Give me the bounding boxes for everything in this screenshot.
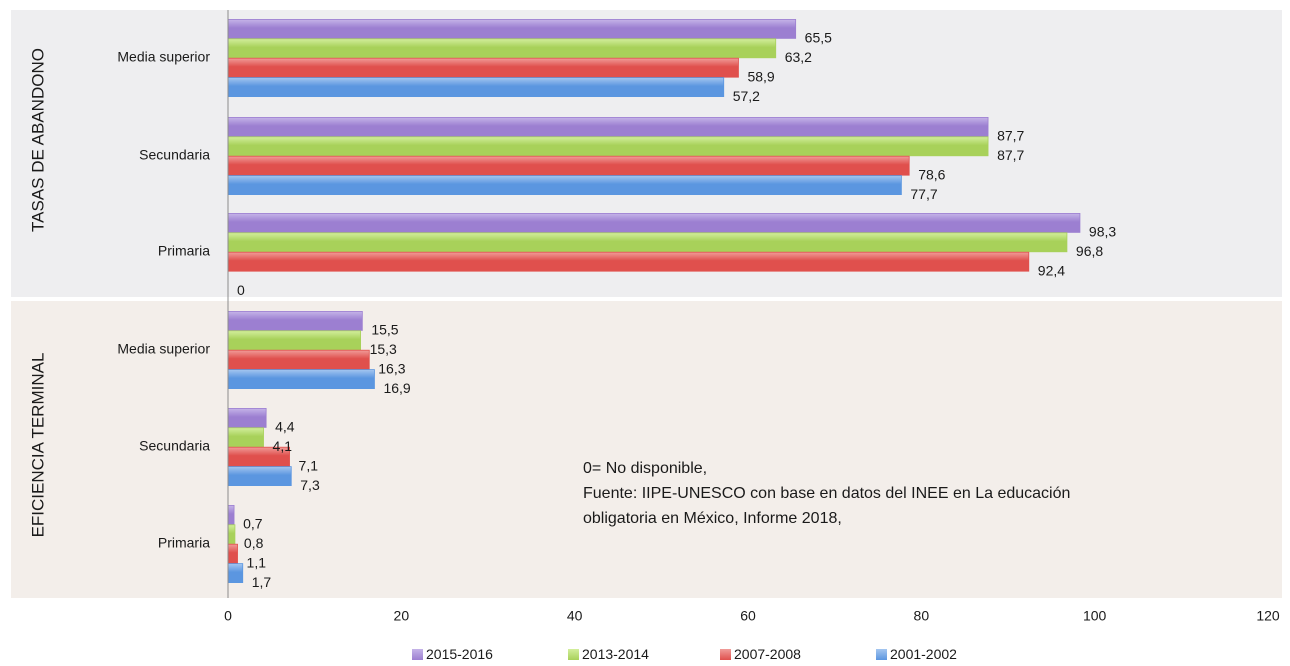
data-label: 4,4 (275, 419, 295, 435)
bar (227, 543, 238, 564)
x-tick-label: 0 (224, 608, 232, 624)
x-tick-label: 120 (1256, 608, 1280, 624)
bar (227, 524, 236, 545)
data-label: 63,2 (785, 49, 812, 65)
data-label: 65,5 (805, 30, 832, 46)
data-label: 92,4 (1038, 262, 1065, 278)
data-label: 16,3 (378, 360, 405, 376)
category-label: Secundaria (139, 438, 210, 454)
data-label: 15,3 (370, 341, 397, 357)
bar (227, 251, 1030, 272)
legend-swatch (876, 648, 887, 660)
data-label: 87,7 (997, 147, 1024, 163)
category-label: Primaria (158, 243, 210, 259)
data-label: 58,9 (747, 68, 774, 84)
bar (227, 18, 797, 39)
note-source: Fuente: IIPE-UNESCO con base en datos de… (583, 485, 1071, 527)
x-tick-label: 20 (394, 608, 410, 624)
legend-item: 2007-2008 (720, 646, 801, 662)
data-label: 87,7 (997, 128, 1024, 144)
x-tick-label: 60 (740, 608, 756, 624)
group-label-1: TASAS DE ABANDONO (28, 48, 47, 232)
bar (227, 155, 910, 176)
legend-item: 2001-2002 (876, 646, 957, 662)
data-label: 1,1 (247, 554, 267, 570)
panel-background-2 (11, 301, 1282, 598)
legend-label: 2007-2008 (734, 646, 801, 662)
data-label: 57,2 (733, 88, 760, 104)
bar-chart: TASAS DE ABANDONO Media superior 65,5 63,2 5… (11, 10, 1282, 624)
bar (227, 310, 363, 331)
chart-legend: 2015-2016 2013-2014 2007-2008 2001-2002 (0, 646, 1290, 666)
data-label: 96,8 (1076, 243, 1103, 259)
note-not-available: 0= No disponible, (583, 460, 708, 477)
data-label: 78,6 (918, 166, 945, 182)
x-tick-label: 100 (1083, 608, 1107, 624)
data-label: 7,3 (300, 477, 320, 493)
x-tick-label: 40 (567, 608, 583, 624)
bar (227, 466, 292, 487)
bar (227, 349, 370, 370)
bar (227, 117, 989, 137)
data-label: 0,7 (243, 516, 263, 532)
legend-label: 2001-2002 (890, 646, 957, 662)
data-label: 98,3 (1089, 224, 1116, 240)
bar (227, 38, 777, 59)
legend-label: 2013-2014 (582, 646, 649, 662)
bar (227, 136, 989, 157)
data-label: 7,1 (299, 457, 319, 473)
x-tick-label: 80 (914, 608, 930, 624)
bar (227, 57, 739, 78)
data-label: 77,7 (910, 186, 937, 202)
legend-item: 2015-2016 (412, 646, 493, 662)
data-label: 0,8 (244, 535, 264, 551)
bar (227, 427, 264, 448)
category-label: Media superior (117, 341, 210, 357)
bar (227, 330, 362, 351)
category-label: Media superior (117, 49, 210, 65)
bar (227, 563, 244, 583)
group-label-2: EFICIENCIA TERMINAL (28, 353, 47, 538)
bar (227, 369, 375, 390)
source-note: 0= No disponible, Fuente: IIPE-UNESCO co… (583, 456, 1103, 531)
category-label: Primaria (158, 535, 210, 551)
legend-swatch (568, 648, 579, 660)
bar (227, 175, 902, 196)
bar (227, 407, 267, 428)
bar (227, 232, 1068, 253)
legend-swatch (412, 648, 423, 660)
bar (227, 77, 725, 97)
bar (227, 212, 1081, 233)
data-label: 4,1 (273, 438, 293, 454)
bar (227, 504, 235, 525)
data-label: 15,5 (371, 322, 398, 338)
legend-label: 2015-2016 (426, 646, 493, 662)
legend-swatch (720, 648, 731, 660)
data-label: 16,9 (383, 380, 410, 396)
data-label: 0 (237, 282, 245, 298)
data-label: 1,7 (252, 574, 272, 590)
category-label: Secundaria (139, 147, 210, 163)
legend-item: 2013-2014 (568, 646, 649, 662)
